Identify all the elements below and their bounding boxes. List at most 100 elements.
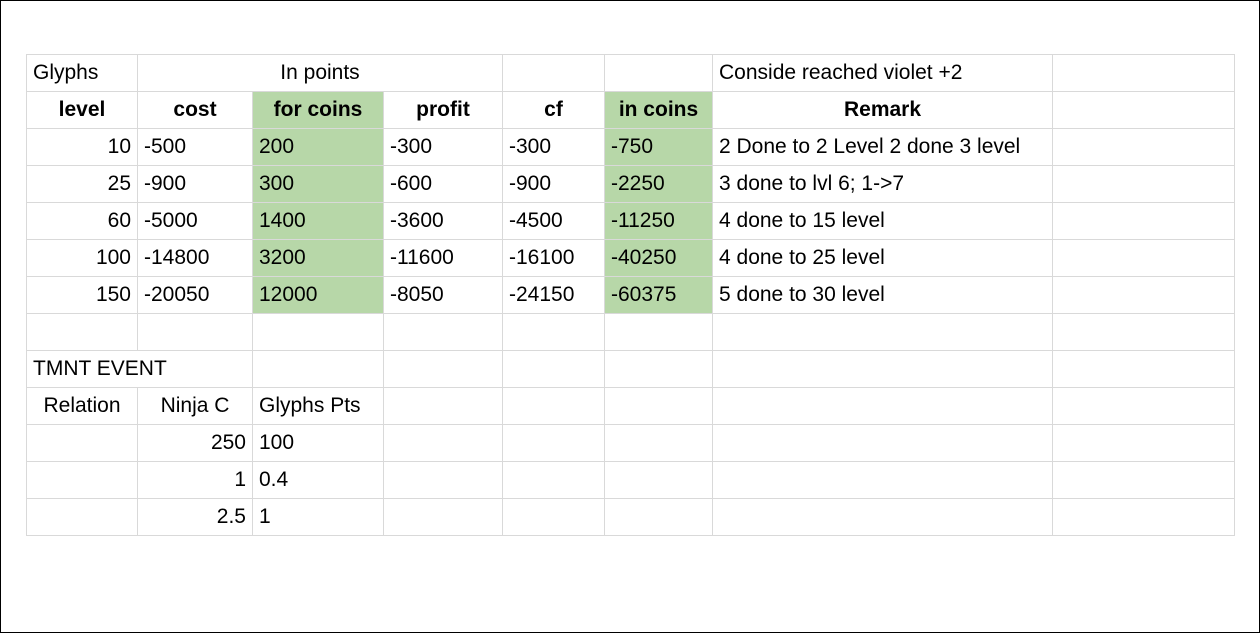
cell-in-coins[interactable]: -750 [604,128,713,166]
cell-empty[interactable] [712,313,1053,351]
cell-note[interactable]: Conside reached violet +2 [712,54,1053,92]
cell-empty[interactable] [502,54,605,92]
cell-remark[interactable]: 4 done to 15 level [712,202,1053,240]
cell-empty[interactable] [604,498,713,536]
cell-empty[interactable] [604,350,713,388]
cell-cost[interactable]: -14800 [137,239,253,277]
header-in-coins[interactable]: in coins [604,91,713,129]
cell-for-coins[interactable]: 300 [252,165,384,203]
cell-empty[interactable] [1052,54,1235,92]
cell-empty[interactable] [383,461,503,499]
cell-in-coins[interactable]: -60375 [604,276,713,314]
cell-empty[interactable] [1052,91,1235,129]
cell-empty[interactable] [604,54,713,92]
cell-empty[interactable] [252,350,384,388]
cell-in-points[interactable]: In points [137,54,503,92]
cell-ninja[interactable]: 1 [137,461,253,499]
header-profit[interactable]: profit [383,91,503,129]
cell-for-coins[interactable]: 3200 [252,239,384,277]
header-for-coins[interactable]: for coins [252,91,384,129]
cell-empty[interactable] [712,350,1053,388]
header-remark[interactable]: Remark [712,91,1053,129]
cell-empty[interactable] [252,313,384,351]
cell-empty[interactable] [1052,387,1235,425]
cell-empty[interactable] [502,498,605,536]
cell-empty[interactable] [502,387,605,425]
header-glyphs-pts[interactable]: Glyphs Pts [252,387,384,425]
header-relation[interactable]: Relation [26,387,138,425]
cell-level[interactable]: 25 [26,165,138,203]
cell-remark[interactable]: 5 done to 30 level [712,276,1053,314]
cell-glyphs-pts[interactable]: 100 [252,424,384,462]
cell-for-coins[interactable]: 200 [252,128,384,166]
cell-for-coins[interactable]: 1400 [252,202,384,240]
cell-empty[interactable] [383,350,503,388]
cell-empty[interactable] [604,424,713,462]
header-cf[interactable]: cf [502,91,605,129]
cell-glyphs-pts[interactable]: 0.4 [252,461,384,499]
cell-empty[interactable] [383,387,503,425]
cell-ninja[interactable]: 2.5 [137,498,253,536]
cell-remark[interactable]: 4 done to 25 level [712,239,1053,277]
cell-empty[interactable] [1052,202,1235,240]
cell-cf[interactable]: -300 [502,128,605,166]
cell-empty[interactable] [502,350,605,388]
cell-empty[interactable] [26,461,138,499]
header-ninja[interactable]: Ninja C [137,387,253,425]
cell-empty[interactable] [1052,239,1235,277]
cell-profit[interactable]: -8050 [383,276,503,314]
cell-level[interactable]: 150 [26,276,138,314]
cell-empty[interactable] [712,461,1053,499]
cell-glyphs-pts[interactable]: 1 [252,498,384,536]
cell-cf[interactable]: -900 [502,165,605,203]
cell-empty[interactable] [1052,461,1235,499]
cell-remark[interactable]: 2 Done to 2 Level 2 done 3 level [712,128,1053,166]
cell-empty[interactable] [1052,498,1235,536]
cell-profit[interactable]: -11600 [383,239,503,277]
cell-empty[interactable] [604,313,713,351]
cell-empty[interactable] [383,313,503,351]
header-cost[interactable]: cost [137,91,253,129]
cell-empty[interactable] [712,498,1053,536]
cell-empty[interactable] [1052,350,1235,388]
cell-empty[interactable] [26,313,138,351]
cell-for-coins[interactable]: 12000 [252,276,384,314]
cell-ninja[interactable]: 250 [137,424,253,462]
cell-empty[interactable] [712,424,1053,462]
cell-empty[interactable] [604,387,713,425]
cell-empty[interactable] [383,498,503,536]
cell-cost[interactable]: -20050 [137,276,253,314]
cell-profit[interactable]: -300 [383,128,503,166]
cell-empty[interactable] [712,387,1053,425]
cell-cost[interactable]: -5000 [137,202,253,240]
cell-level[interactable]: 100 [26,239,138,277]
cell-empty[interactable] [502,313,605,351]
cell-in-coins[interactable]: -40250 [604,239,713,277]
cell-empty[interactable] [26,498,138,536]
cell-empty[interactable] [1052,424,1235,462]
cell-level[interactable]: 10 [26,128,138,166]
cell-cost[interactable]: -500 [137,128,253,166]
cell-profit[interactable]: -600 [383,165,503,203]
cell-empty[interactable] [1052,165,1235,203]
cell-profit[interactable]: -3600 [383,202,503,240]
cell-level[interactable]: 60 [26,202,138,240]
cell-empty[interactable] [502,461,605,499]
cell-cf[interactable]: -16100 [502,239,605,277]
cell-empty[interactable] [1052,128,1235,166]
cell-empty[interactable] [383,424,503,462]
cell-empty[interactable] [1052,313,1235,351]
cell-empty[interactable] [604,461,713,499]
cell-cost[interactable]: -900 [137,165,253,203]
cell-empty[interactable] [1052,276,1235,314]
header-level[interactable]: level [26,91,138,129]
cell-cf[interactable]: -24150 [502,276,605,314]
cell-in-coins[interactable]: -11250 [604,202,713,240]
cell-cf[interactable]: -4500 [502,202,605,240]
cell-empty[interactable] [137,313,253,351]
cell-empty[interactable] [502,424,605,462]
cell-glyphs-title[interactable]: Glyphs [26,54,138,92]
cell-in-coins[interactable]: -2250 [604,165,713,203]
cell-remark[interactable]: 3 done to lvl 6; 1->7 [712,165,1053,203]
cell-event-title[interactable]: TMNT EVENT [26,350,253,388]
